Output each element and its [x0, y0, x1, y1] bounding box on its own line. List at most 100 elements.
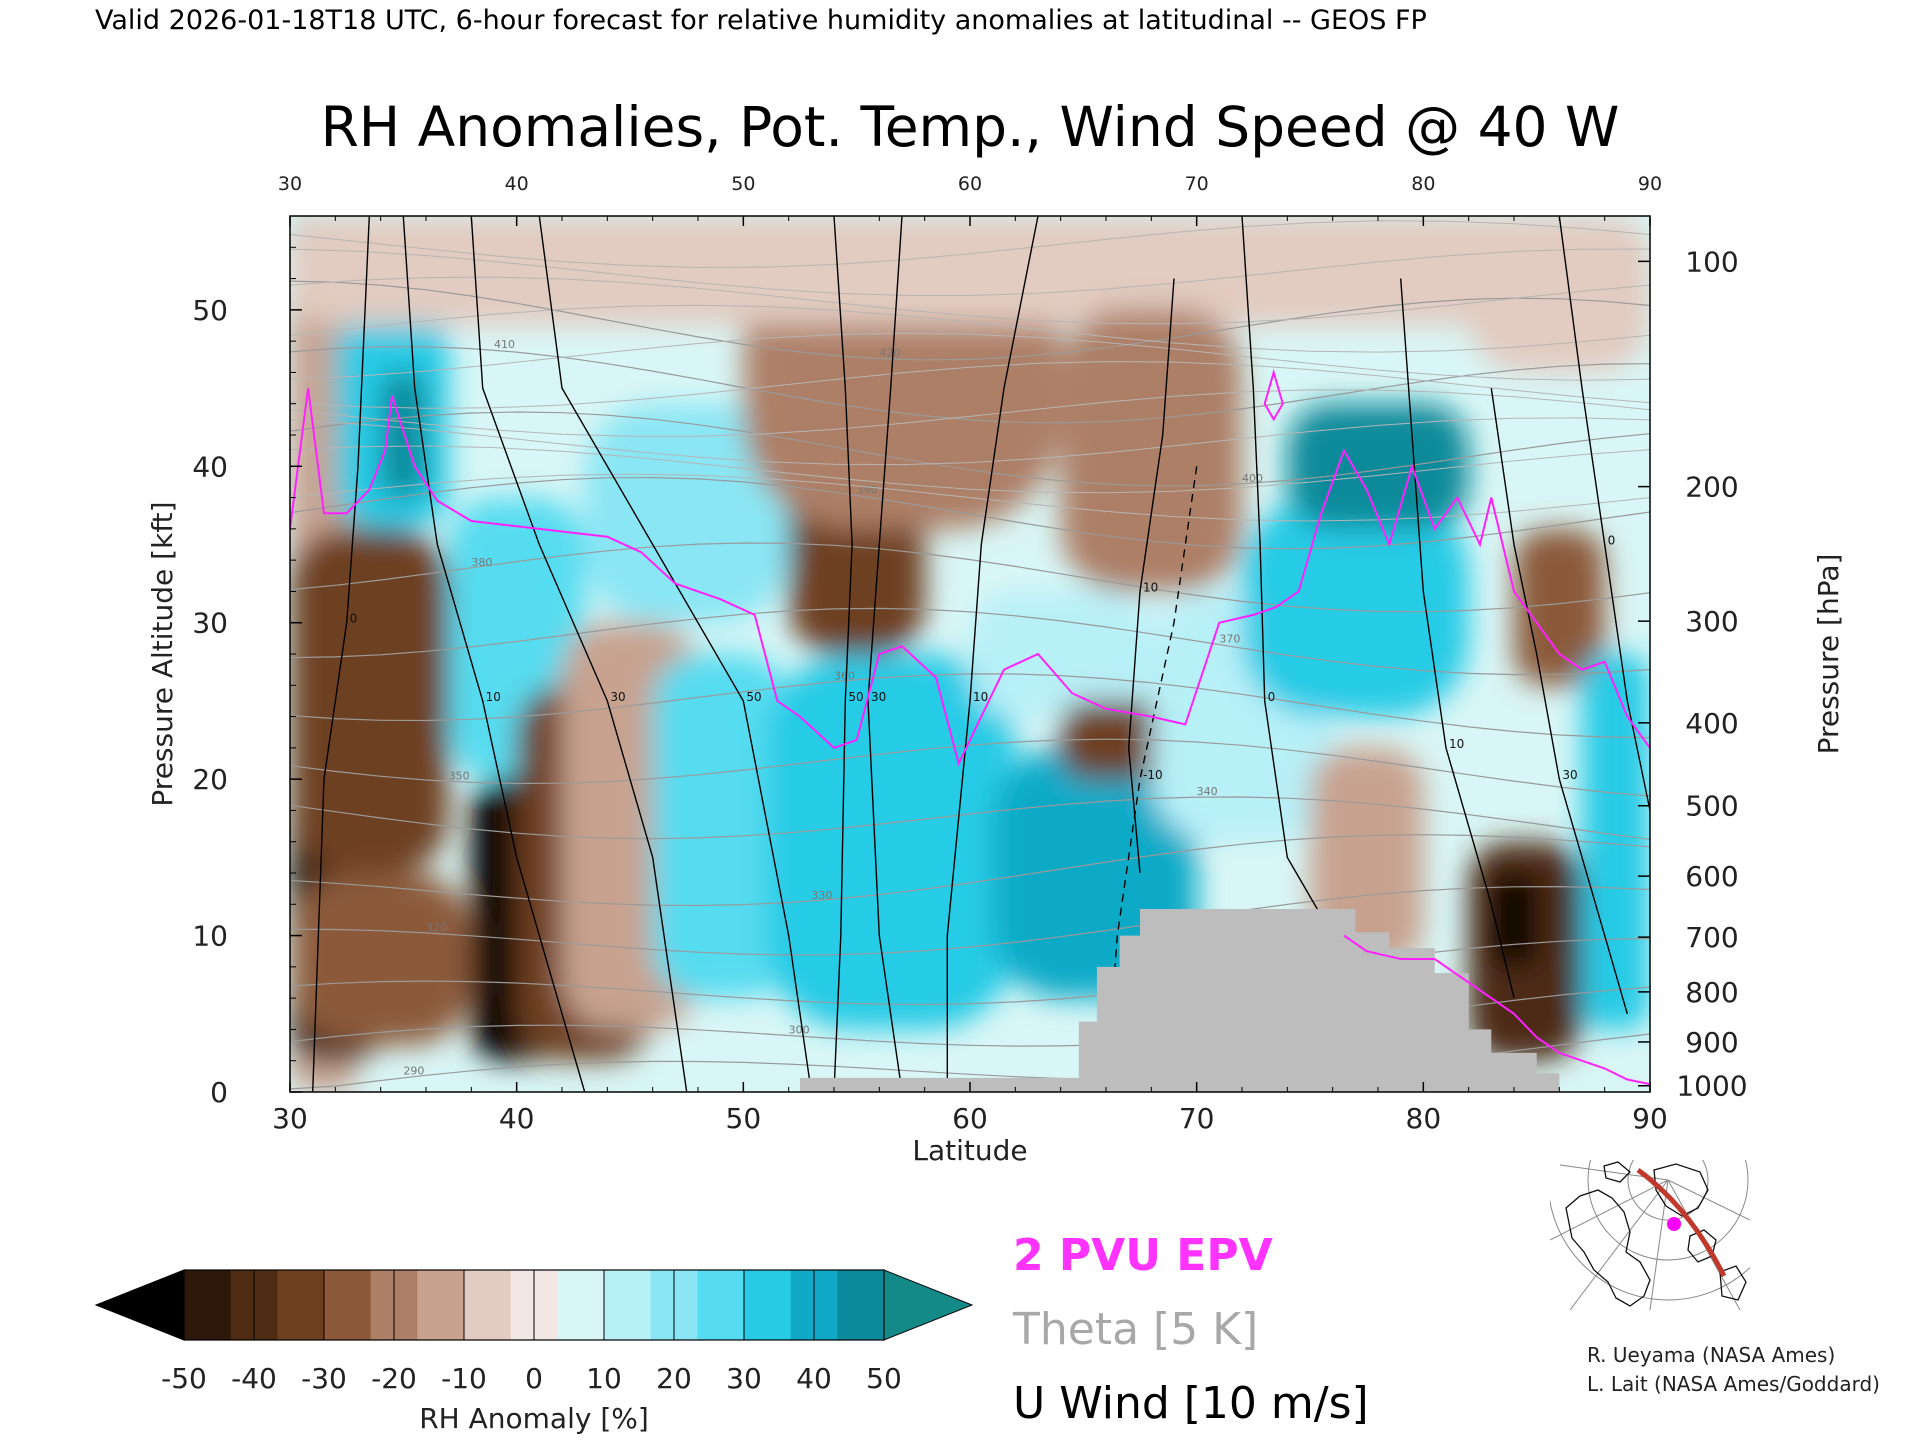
anomaly-region-12	[766, 654, 1016, 1030]
u-wind-contour-9	[1241, 216, 1334, 936]
colorbar-tick-1: -40	[231, 1362, 277, 1395]
colorbar-tick-8: 30	[726, 1362, 762, 1395]
u-wind-contour-10	[1400, 278, 1515, 999]
theta-label-340: 340	[1197, 785, 1218, 798]
theta-contour-370	[290, 607, 1650, 676]
epv-spur	[1263, 368, 1284, 422]
colorbar-tick-2: -30	[301, 1362, 347, 1395]
theta-label-350: 350	[449, 769, 470, 782]
x-tick-label-70: 70	[1179, 1102, 1215, 1135]
y-tick-label-0: 0	[210, 1076, 228, 1109]
theta-fine-8	[290, 248, 1650, 297]
colorbar-tick-9: 40	[796, 1362, 832, 1395]
location-marker	[1667, 1217, 1681, 1231]
anomaly-region-16	[970, 591, 1152, 717]
theta-fine-6	[290, 304, 1650, 353]
colorbar-swatch-14	[837, 1270, 885, 1340]
epv-tropopause	[290, 387, 1650, 767]
colorbar-swatch-8	[557, 1270, 605, 1340]
u-wind-contour-0	[1105, 466, 1198, 1092]
u-wind-label-10: 10	[1449, 737, 1464, 751]
x-tick-label-30: 30	[272, 1102, 308, 1135]
colorbar-swatch-12	[744, 1270, 792, 1340]
theta-label-400: 400	[1242, 472, 1263, 485]
x-tick-label-90: 90	[1632, 1102, 1668, 1135]
colorbar-swatch-9	[604, 1270, 652, 1340]
u-wind-label-4: 50	[746, 690, 761, 704]
legend-epv: 2 PVU EPV	[1013, 1230, 1273, 1281]
theta-label-290: 290	[403, 1064, 424, 1077]
colorbar-label: RH Anomaly [%]	[419, 1402, 649, 1435]
u-wind-label-1: 0	[350, 612, 358, 626]
p-tick-label-600: 600	[1685, 860, 1738, 893]
u-wind-contour-7	[946, 216, 1039, 1092]
y-tick-label-30: 30	[192, 607, 228, 640]
u-wind-label-2: 10	[486, 690, 501, 704]
u-wind-contour-6	[867, 216, 903, 1092]
p-tick-label-400: 400	[1685, 707, 1738, 740]
x-top-tick-label-50: 50	[731, 173, 755, 195]
p-tick-label-300: 300	[1685, 605, 1738, 638]
u-wind-contour-1	[312, 216, 370, 1092]
x-top-tick-label-30: 30	[278, 173, 302, 195]
y-tick-label-20: 20	[192, 763, 228, 796]
x-top-tick-label-90: 90	[1638, 173, 1662, 195]
x-tick-label-50: 50	[726, 1102, 762, 1135]
x-top-tick-label-70: 70	[1185, 173, 1209, 195]
p-tick-label-500: 500	[1685, 790, 1738, 823]
y-axis-right: 100 200 300 400 500 600 700 800 900 1000	[1638, 245, 1748, 1103]
colorbar-tick-4: -10	[441, 1362, 487, 1395]
u-wind-label-3: 30	[610, 690, 625, 704]
colorbar-swatch-0	[184, 1270, 232, 1340]
u-wind-label-9: 0	[1268, 690, 1276, 704]
anomaly-region-3	[290, 873, 472, 1046]
u-wind-label-11: 30	[1562, 768, 1577, 782]
u-wind-label-7: 10	[973, 690, 988, 704]
y-tick-label-40: 40	[192, 450, 228, 483]
colorbar-swatch-3	[324, 1270, 372, 1340]
anomaly-region-2	[290, 528, 449, 873]
theta-contour-420	[290, 280, 1650, 361]
u-wind-label-12: 0	[1608, 534, 1616, 548]
legend-theta: Theta [5 K]	[1012, 1304, 1258, 1355]
x-tick-label-80: 80	[1406, 1102, 1442, 1135]
y-tick-label-10: 10	[192, 920, 228, 953]
p-tick-label-900: 900	[1685, 1026, 1738, 1059]
theta-fine-0	[290, 473, 1650, 522]
y-axis-label: Pressure Altitude [kft]	[146, 501, 179, 806]
anomaly-region-19	[1060, 309, 1242, 592]
theta-fine-1	[290, 445, 1650, 494]
p-tick-label-700: 700	[1685, 921, 1738, 954]
credit-line-1: R. Ueyama (NASA Ames)	[1587, 1343, 1835, 1367]
theta-fine-7	[290, 276, 1650, 325]
colorbar: -50 -40 -30 -20 -10 0 10 20 30 40 50	[94, 1269, 974, 1395]
colorbar-high-arrow	[883, 1269, 974, 1341]
theta-fine-3	[290, 389, 1650, 437]
colorbar-swatch-5	[417, 1270, 465, 1340]
epv-lower	[1343, 934, 1650, 1086]
anomaly-region-26	[1514, 528, 1605, 686]
u-wind-contour-5	[833, 216, 853, 1092]
p-tick-label-1000: 1000	[1676, 1070, 1747, 1103]
theta-contour-340	[290, 796, 1650, 840]
u-wind-label-8: 10	[1143, 580, 1158, 594]
theta-contour-330	[290, 834, 1650, 907]
colorbar-tick-10: 50	[866, 1362, 902, 1395]
theta-contour-360	[290, 673, 1650, 739]
colorbar-tick-3: -20	[371, 1362, 417, 1395]
colorbar-tick-5: 0	[525, 1362, 543, 1395]
chart-title: RH Anomalies, Pot. Temp., Wind Speed @ 4…	[321, 95, 1620, 159]
anomaly-region-15	[290, 216, 1650, 326]
u-wind-contour-8	[1127, 278, 1175, 874]
theta-label-390: 390	[857, 483, 878, 496]
terrain-mask	[800, 909, 1560, 1092]
theta-label-420: 420	[879, 347, 900, 360]
anomaly-region-10	[584, 403, 789, 623]
theta-label-380: 380	[471, 556, 492, 569]
y-axis-left: 0 10 20 30 40 50	[192, 246, 302, 1109]
colorbar-swatch-6	[464, 1270, 512, 1340]
terrain-polygon	[800, 909, 1560, 1092]
y-tick-label-50: 50	[192, 294, 228, 327]
u-wind-contour-3	[470, 216, 688, 1092]
